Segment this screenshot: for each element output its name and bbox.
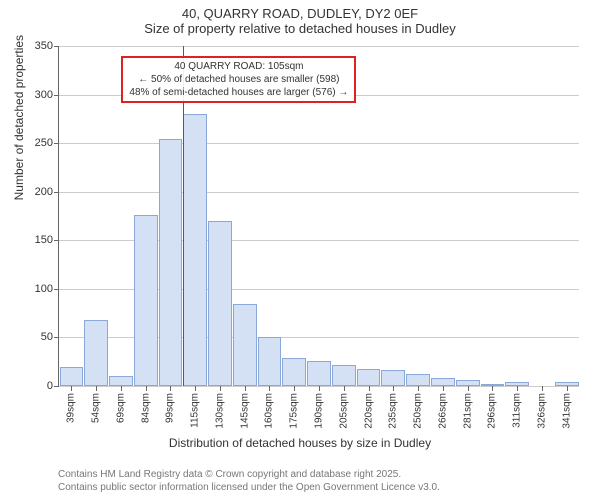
x-tick-label: 266sqm: [437, 393, 448, 429]
y-tick-label: 100: [35, 283, 53, 295]
x-tick-label: 115sqm: [190, 393, 201, 428]
x-axis-label: Distribution of detached houses by size …: [169, 436, 431, 450]
footer-text: Contains HM Land Registry data © Crown c…: [58, 468, 440, 494]
x-tick-label: 235sqm: [388, 393, 399, 429]
x-tick-mark: [294, 386, 295, 391]
x-tick-mark: [195, 386, 196, 391]
bar: [406, 374, 430, 386]
x-tick-label: 326sqm: [536, 393, 547, 429]
x-tick-label: 69sqm: [115, 393, 126, 423]
x-tick-mark: [492, 386, 493, 391]
x-tick-mark: [443, 386, 444, 391]
y-tick-label: 350: [35, 40, 53, 52]
x-tick-mark: [393, 386, 394, 391]
chart-title-line1: 40, QUARRY ROAD, DUDLEY, DY2 0EF: [0, 0, 600, 21]
y-tick-label: 150: [35, 234, 53, 246]
footer-line2: Contains public sector information licen…: [58, 481, 440, 494]
x-tick-label: 160sqm: [264, 393, 275, 429]
x-tick-mark: [418, 386, 419, 391]
x-tick-mark: [71, 386, 72, 391]
bar: [84, 320, 108, 386]
bar: [332, 365, 356, 386]
y-axis-label: Number of detached properties: [12, 35, 26, 200]
y-tick-label: 250: [35, 137, 53, 149]
x-tick-mark: [567, 386, 568, 391]
annotation-line3: 48% of semi-detached houses are larger (…: [129, 86, 348, 99]
y-tick-label: 200: [35, 186, 53, 198]
x-tick-label: 145sqm: [239, 393, 250, 429]
annotation-line1: 40 QUARRY ROAD: 105sqm: [129, 60, 348, 73]
annotation-box: 40 QUARRY ROAD: 105sqm ← 50% of detached…: [121, 56, 356, 103]
x-tick-label: 296sqm: [487, 393, 498, 429]
bar: [233, 304, 257, 386]
x-tick-mark: [319, 386, 320, 391]
x-tick-mark: [468, 386, 469, 391]
x-tick-mark: [146, 386, 147, 391]
chart-container: 40, QUARRY ROAD, DUDLEY, DY2 0EF Size of…: [0, 0, 600, 500]
x-tick-label: 205sqm: [338, 393, 349, 429]
x-tick-label: 341sqm: [561, 393, 572, 429]
x-tick-label: 175sqm: [289, 393, 300, 429]
bar: [431, 378, 455, 386]
bar: [282, 358, 306, 386]
x-tick-label: 84sqm: [140, 393, 151, 423]
x-tick-label: 250sqm: [413, 393, 424, 429]
x-tick-label: 281sqm: [462, 393, 473, 429]
bar: [307, 361, 331, 386]
bar: [60, 367, 84, 386]
bar: [134, 215, 158, 386]
x-tick-label: 54sqm: [91, 393, 102, 423]
bar: [208, 221, 232, 386]
plot-area: 050100150200250300350 39sqm54sqm69sqm84s…: [58, 46, 579, 387]
x-tick-mark: [517, 386, 518, 391]
x-tick-mark: [542, 386, 543, 391]
x-tick-mark: [344, 386, 345, 391]
chart-title-line2: Size of property relative to detached ho…: [0, 21, 600, 40]
y-tick-label: 300: [35, 89, 53, 101]
x-tick-label: 39sqm: [66, 393, 77, 423]
bar: [183, 114, 207, 386]
x-tick-label: 130sqm: [214, 393, 225, 429]
bar: [109, 376, 133, 386]
x-tick-mark: [96, 386, 97, 391]
y-tick-mark: [54, 386, 59, 387]
x-tick-mark: [170, 386, 171, 391]
x-tick-label: 220sqm: [363, 393, 374, 429]
bar: [357, 369, 381, 386]
y-tick-label: 0: [47, 380, 53, 392]
x-tick-label: 99sqm: [165, 393, 176, 423]
annotation-line2: ← 50% of detached houses are smaller (59…: [129, 73, 348, 86]
bar: [258, 337, 282, 386]
x-tick-mark: [245, 386, 246, 391]
y-tick-label: 50: [41, 331, 53, 343]
x-tick-label: 311sqm: [512, 393, 523, 428]
x-tick-mark: [369, 386, 370, 391]
x-tick-mark: [121, 386, 122, 391]
bar: [159, 139, 183, 386]
footer-line1: Contains HM Land Registry data © Crown c…: [58, 468, 440, 481]
x-tick-mark: [269, 386, 270, 391]
x-tick-label: 190sqm: [314, 393, 325, 429]
bar: [381, 370, 405, 386]
x-tick-mark: [220, 386, 221, 391]
